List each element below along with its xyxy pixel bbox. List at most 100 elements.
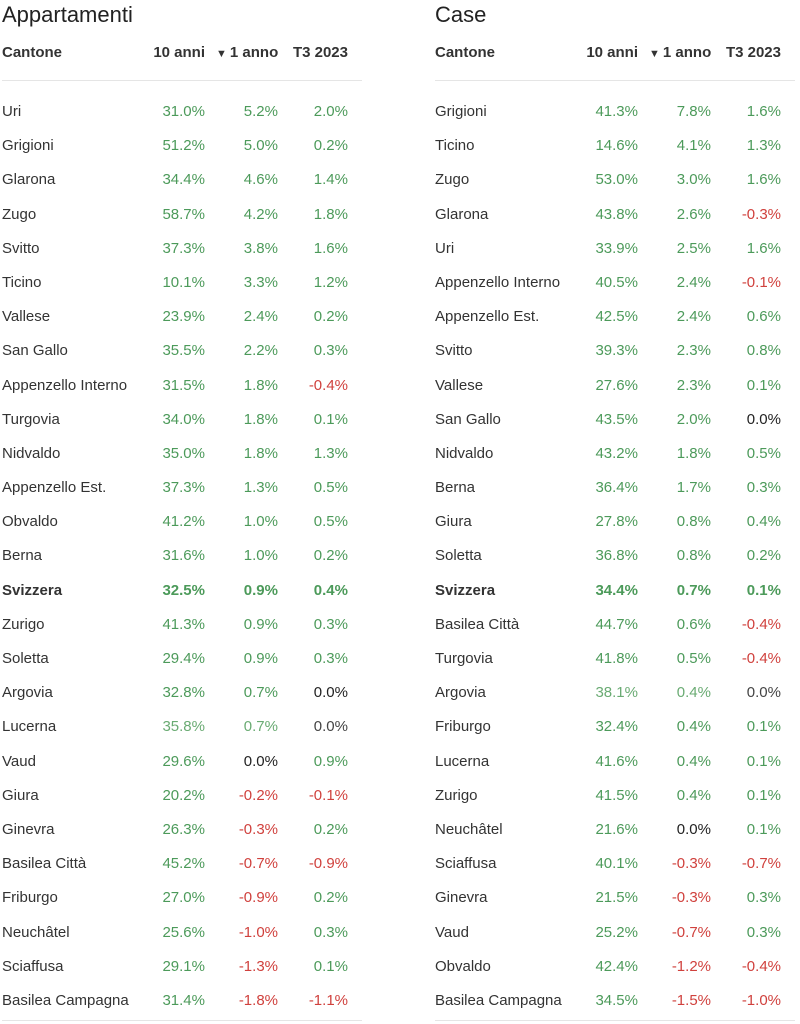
column-header-canton[interactable]: Cantone [435,44,495,61]
canton-name: Giura [435,513,472,531]
value-1y: 0.9% [243,581,278,599]
value-1y: 2.5% [676,239,711,257]
canton-name: Sciaffusa [2,957,64,975]
canton-name: Soletta [435,547,482,565]
canton-name: Ginevra [435,889,488,907]
canton-name: San Gallo [435,410,501,428]
table-row: Friburgo 32.4% 0.4% 0.1% [435,712,790,746]
value-q3: 0.5% [313,479,348,497]
value-10y: 35.0% [162,444,205,462]
canton-name: Argovia [2,684,53,702]
table-row: Svizzera 32.5% 0.9% 0.4% [2,576,357,610]
value-1y: -1.3% [238,957,278,975]
canton-name: Basilea Campagna [2,991,129,1009]
value-10y: 36.8% [595,547,638,565]
value-10y: 21.6% [595,820,638,838]
canton-name: Grigioni [2,137,54,155]
table-title: Case [435,2,487,27]
value-10y: 10.1% [162,273,205,291]
value-10y: 51.2% [162,137,205,155]
value-q3: 1.4% [313,171,348,189]
table-row: Nidvaldo 43.2% 1.8% 0.5% [435,439,790,473]
value-1y: 1.7% [676,479,711,497]
canton-name: Appenzello Interno [2,376,128,394]
value-q3: 0.4% [746,513,781,531]
table-row: Basilea Città 45.2% -0.7% -0.9% [2,849,357,883]
value-1y: 2.3% [676,342,711,360]
canton-name: Neuchâtel [435,820,503,838]
canton-name: Argovia [435,684,486,702]
value-10y: 25.6% [162,923,205,941]
canton-name: Ginevra [2,820,55,838]
value-10y: 44.7% [595,615,638,633]
canton-name: Basilea Città [435,615,520,633]
value-10y: 45.2% [162,855,205,873]
value-10y: 38.1% [595,684,638,702]
value-1y: 2.4% [243,308,278,326]
value-q3: 0.9% [313,752,348,770]
table-title: Appartamenti [2,2,133,27]
value-10y: 23.9% [162,308,205,326]
table-row: Appenzello Est. 37.3% 1.3% 0.5% [2,473,357,507]
value-q3: 1.8% [313,205,348,223]
table-row: Grigioni 51.2% 5.0% 0.2% [2,131,357,165]
value-1y: -0.9% [238,889,278,907]
table-row: Obvaldo 42.4% -1.2% -0.4% [435,952,790,986]
value-1y: 0.9% [243,650,278,667]
value-q3: 0.3% [313,342,348,360]
column-header-1y-sorted[interactable]: ▼ 1 anno [216,44,279,61]
value-10y: 32.8% [162,684,205,702]
value-10y: 14.6% [595,137,638,155]
value-q3: 0.3% [313,923,348,941]
value-1y: -0.3% [671,855,711,873]
bottom-divider [2,1020,362,1021]
value-10y: 31.6% [162,547,205,565]
value-10y: 43.2% [595,444,638,462]
canton-name: Grigioni [435,103,487,120]
value-10y: 41.3% [595,103,638,120]
table-row: Neuchâtel 21.6% 0.0% 0.1% [435,815,790,849]
canton-name: Appenzello Est. [435,308,540,326]
value-q3: 0.0% [313,684,348,702]
table-row: Appenzello Interno 31.5% 1.8% -0.4% [2,371,357,405]
value-10y: 32.5% [162,581,205,599]
value-10y: 43.8% [595,205,638,223]
value-10y: 34.4% [162,171,205,189]
value-1y: 0.5% [676,650,711,667]
value-1y: 2.6% [676,205,711,223]
table-row: Berna 31.6% 1.0% 0.2% [2,541,357,575]
canton-name: San Gallo [2,342,68,360]
table-row: Turgovia 34.0% 1.8% 0.1% [2,405,357,439]
table-row: Friburgo 27.0% -0.9% 0.2% [2,883,357,917]
canton-name: Svitto [435,342,473,360]
value-q3: -0.3% [741,205,781,223]
column-header-10y[interactable]: 10 anni [586,44,638,61]
value-1y: -0.3% [238,820,278,838]
canton-name: Zurigo [2,615,45,633]
header-divider [2,80,362,81]
canton-name: Obvaldo [2,513,58,531]
value-q3: 0.8% [746,342,781,360]
canton-name: Berna [435,479,476,497]
table-header: Cantone 10 anni ▼ 1 anno T3 2023 [435,44,790,66]
value-10y: 37.3% [162,239,205,257]
table-row: Ticino 10.1% 3.3% 1.2% [2,268,357,302]
canton-name: Nidvaldo [2,444,61,462]
canton-name: Friburgo [435,718,491,736]
value-1y: 1.3% [243,479,278,497]
value-10y: 34.5% [595,991,638,1009]
value-10y: 36.4% [595,479,638,497]
column-header-q3[interactable]: T3 2023 [725,44,781,61]
column-header-10y[interactable]: 10 anni [153,44,205,61]
value-10y: 53.0% [595,171,638,189]
value-q3: 1.6% [746,171,781,189]
canton-name: Svizzera [435,581,496,599]
column-header-q3[interactable]: T3 2023 [292,44,348,61]
table-row: Lucerna 41.6% 0.4% 0.1% [435,747,790,781]
table-header: Cantone 10 anni ▼ 1 anno T3 2023 [2,44,357,66]
value-1y: 2.4% [676,273,711,291]
canton-name: Berna [2,547,43,565]
column-header-1y-sorted[interactable]: ▼ 1 anno [649,44,712,61]
table-row: Giura 27.8% 0.8% 0.4% [435,507,790,541]
column-header-canton[interactable]: Cantone [2,44,62,61]
